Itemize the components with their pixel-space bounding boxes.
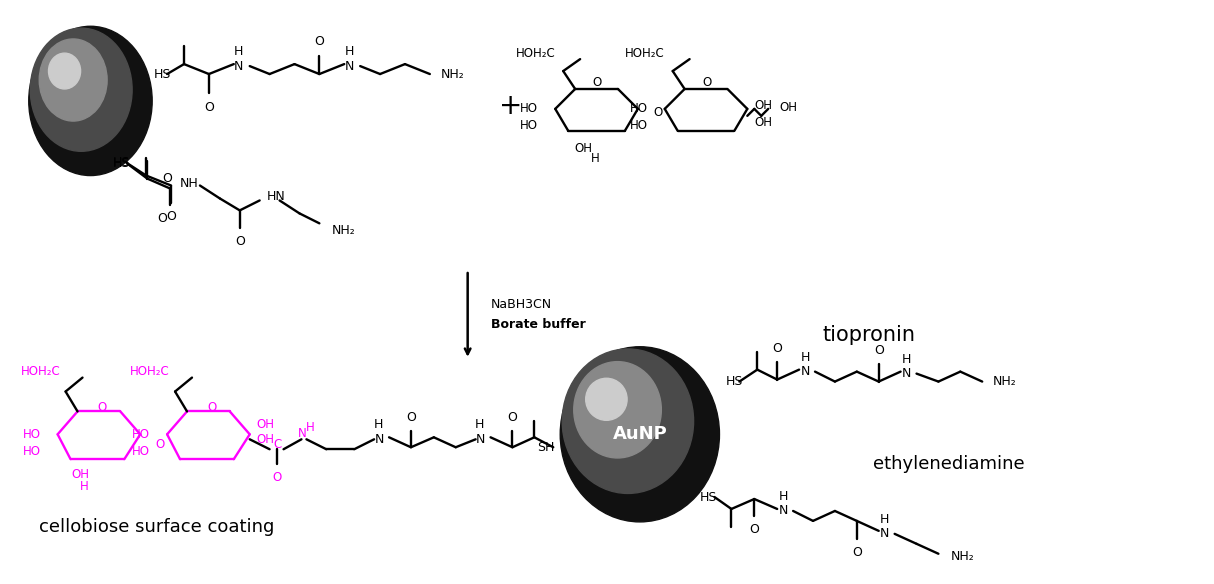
Text: O: O (653, 106, 663, 119)
Text: H: H (80, 479, 89, 492)
Text: H: H (591, 152, 600, 165)
Text: HOH₂C: HOH₂C (516, 47, 555, 60)
Text: O: O (772, 342, 782, 354)
Text: H: H (475, 418, 484, 432)
Text: H: H (880, 513, 890, 526)
Text: NH₂: NH₂ (951, 550, 974, 563)
Text: O: O (749, 523, 759, 536)
Text: O: O (157, 213, 168, 225)
Text: HS: HS (699, 491, 717, 503)
Text: O: O (507, 411, 517, 425)
Text: HO: HO (23, 428, 41, 441)
Text: N: N (476, 433, 486, 446)
Text: N: N (297, 427, 306, 440)
Text: H: H (800, 350, 810, 364)
Text: N: N (880, 527, 890, 540)
Text: O: O (702, 77, 711, 89)
Text: HS: HS (113, 156, 130, 169)
Text: SH: SH (537, 441, 555, 454)
Text: O: O (208, 401, 216, 414)
Text: OH: OH (754, 99, 772, 112)
Text: OH: OH (256, 433, 274, 446)
Text: HO: HO (132, 445, 151, 458)
Text: AuNP: AuNP (613, 425, 668, 443)
Text: HO: HO (630, 119, 648, 133)
Text: NH₂: NH₂ (993, 375, 1017, 388)
Text: O: O (874, 344, 884, 357)
Text: H: H (234, 45, 244, 58)
Text: HS: HS (726, 375, 743, 388)
Text: OH: OH (72, 468, 90, 481)
Text: N: N (902, 367, 912, 380)
Text: OH: OH (779, 102, 798, 114)
Text: ethylenediamine: ethylenediamine (873, 455, 1025, 473)
Text: tiopronin: tiopronin (822, 325, 915, 345)
Text: HOH₂C: HOH₂C (130, 365, 170, 378)
Ellipse shape (39, 39, 107, 121)
Text: OH: OH (256, 418, 274, 431)
Text: N: N (375, 433, 384, 446)
Text: HS: HS (113, 157, 130, 170)
Text: HO: HO (521, 102, 538, 116)
Text: HOH₂C: HOH₂C (625, 47, 665, 60)
Text: C: C (273, 438, 282, 451)
Text: HN: HN (267, 190, 285, 203)
Text: O: O (852, 546, 862, 559)
Ellipse shape (49, 53, 80, 89)
Ellipse shape (560, 347, 720, 522)
Text: H: H (345, 45, 354, 58)
Ellipse shape (562, 349, 693, 493)
Text: NaBH3CN: NaBH3CN (490, 298, 551, 311)
Ellipse shape (574, 361, 662, 458)
Text: N: N (778, 505, 788, 517)
Text: OH: OH (754, 116, 772, 129)
Text: O: O (98, 401, 107, 414)
Text: +: + (499, 92, 522, 120)
Text: O: O (234, 235, 245, 248)
Text: H: H (902, 353, 912, 366)
Text: O: O (272, 471, 282, 484)
Text: OH: OH (574, 142, 592, 155)
Text: H: H (306, 421, 314, 434)
Text: Borate buffer: Borate buffer (490, 318, 585, 331)
Text: O: O (314, 35, 324, 48)
Text: HO: HO (630, 102, 648, 116)
Text: NH₂: NH₂ (441, 68, 465, 81)
Text: HS: HS (154, 68, 171, 81)
Text: cellobiose surface coating: cellobiose surface coating (40, 518, 274, 536)
Text: HO: HO (521, 119, 538, 133)
Text: HO: HO (132, 428, 151, 441)
Ellipse shape (29, 26, 152, 176)
Text: N: N (234, 60, 244, 72)
Ellipse shape (30, 28, 132, 151)
Text: O: O (163, 172, 172, 185)
Text: O: O (405, 411, 416, 425)
Text: H: H (374, 418, 384, 432)
Text: O: O (155, 438, 165, 451)
Ellipse shape (585, 378, 628, 420)
Text: NH: NH (180, 177, 199, 190)
Text: O: O (592, 77, 602, 89)
Text: HOH₂C: HOH₂C (21, 365, 61, 378)
Text: O: O (204, 101, 214, 114)
Text: NH₂: NH₂ (331, 224, 354, 237)
Text: HO: HO (23, 445, 41, 458)
Text: H: H (778, 490, 788, 503)
Text: N: N (345, 60, 354, 72)
Text: N: N (800, 365, 810, 378)
Text: O: O (166, 210, 176, 224)
